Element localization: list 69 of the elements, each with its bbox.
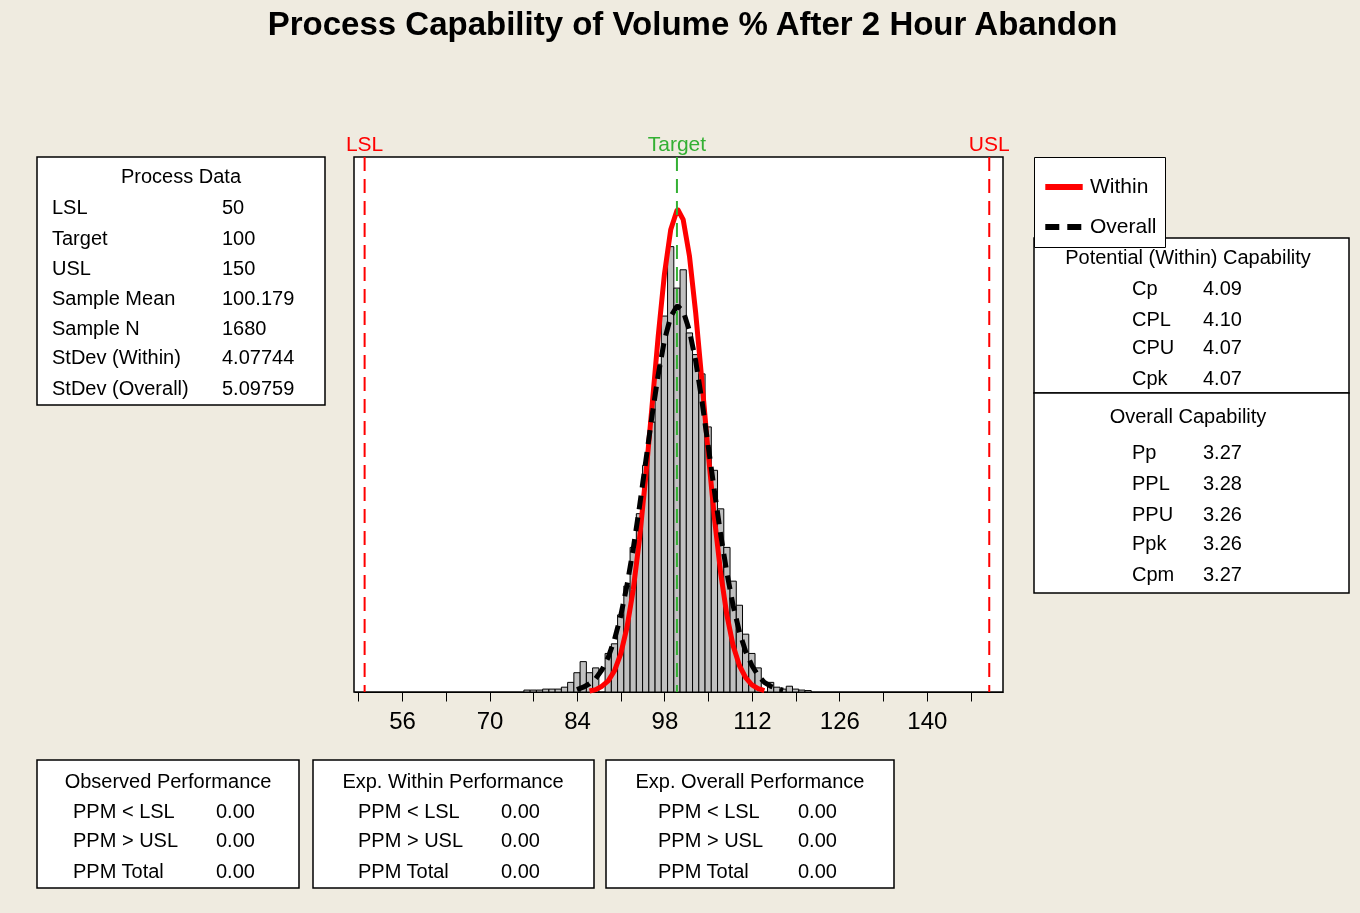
text: 5.09759 <box>222 377 295 399</box>
text: 50 <box>222 196 245 218</box>
text: LSL <box>52 196 88 218</box>
text: CPU <box>1132 336 1175 358</box>
text: 0.00 <box>216 829 255 851</box>
text: PPU <box>1132 503 1174 525</box>
text: 100.179 <box>222 287 295 309</box>
text: 3.27 <box>1203 441 1242 463</box>
text: Process Data <box>120 165 242 187</box>
text: PPM Total <box>358 860 449 882</box>
text: 0.00 <box>798 829 837 851</box>
text: PPM < LSL <box>658 800 760 822</box>
text: Target <box>52 227 109 249</box>
text: 3.28 <box>1203 472 1242 494</box>
text: PPM < LSL <box>358 800 460 822</box>
x-tick-label: 70 <box>476 706 504 734</box>
ref-line-label: Target <box>647 132 707 155</box>
chart-title: Process Capability of Volume % After 2 Hour Abandon <box>267 5 1118 42</box>
text: Exp. Within Performance <box>342 770 564 792</box>
text: 150 <box>222 257 256 279</box>
text: Cp <box>1132 277 1158 299</box>
text: 0.00 <box>798 800 837 822</box>
text: StDev (Within) <box>52 346 181 368</box>
text: 0.00 <box>501 829 540 851</box>
text: CPL <box>1132 308 1171 330</box>
text: 4.07 <box>1203 367 1242 389</box>
text: Pp <box>1132 441 1157 463</box>
text: 4.10 <box>1203 308 1242 330</box>
text: PPM Total <box>658 860 749 882</box>
legend-label: Overall <box>1090 214 1157 237</box>
ref-line-label: USL <box>968 132 1010 155</box>
x-tick-label: 140 <box>907 706 948 734</box>
ref-line-label: LSL <box>345 132 384 155</box>
text: 3.26 <box>1203 503 1242 525</box>
text: 0.00 <box>216 860 255 882</box>
text: 3.26 <box>1203 532 1242 554</box>
text: Cpk <box>1132 367 1169 389</box>
text: Exp. Overall Performance <box>635 770 865 792</box>
text: PPM > USL <box>358 829 464 851</box>
text: Overall Capability <box>1109 405 1267 427</box>
text: 100 <box>222 227 256 249</box>
x-tick-label: 56 <box>389 706 416 734</box>
text: 4.09 <box>1203 277 1242 299</box>
legend-label: Within <box>1090 174 1149 197</box>
text: PPM > USL <box>658 829 764 851</box>
text: PPM > USL <box>73 829 179 851</box>
text: Sample N <box>52 317 140 339</box>
text: USL <box>52 257 91 279</box>
text: 0.00 <box>501 800 540 822</box>
text: 4.07744 <box>222 346 295 368</box>
text: 3.27 <box>1203 563 1242 585</box>
text: 0.00 <box>216 800 255 822</box>
text: Cpm <box>1132 563 1175 585</box>
x-tick-label: 98 <box>651 706 679 734</box>
text: 0.00 <box>501 860 540 882</box>
text: PPM < LSL <box>73 800 175 822</box>
text: 1680 <box>222 317 267 339</box>
text: Observed Performance <box>64 770 272 792</box>
x-tick-label: 126 <box>819 706 860 734</box>
text: Sample Mean <box>52 287 176 309</box>
text: StDev (Overall) <box>52 377 189 399</box>
x-tick-label: 84 <box>564 706 591 734</box>
text: 4.07 <box>1203 336 1242 358</box>
text: Ppk <box>1132 532 1168 554</box>
text: PPL <box>1132 472 1170 494</box>
x-tick-label: 112 <box>733 706 772 734</box>
text: Potential (Within) Capability <box>1065 246 1311 268</box>
text: PPM Total <box>73 860 164 882</box>
text: 0.00 <box>798 860 837 882</box>
